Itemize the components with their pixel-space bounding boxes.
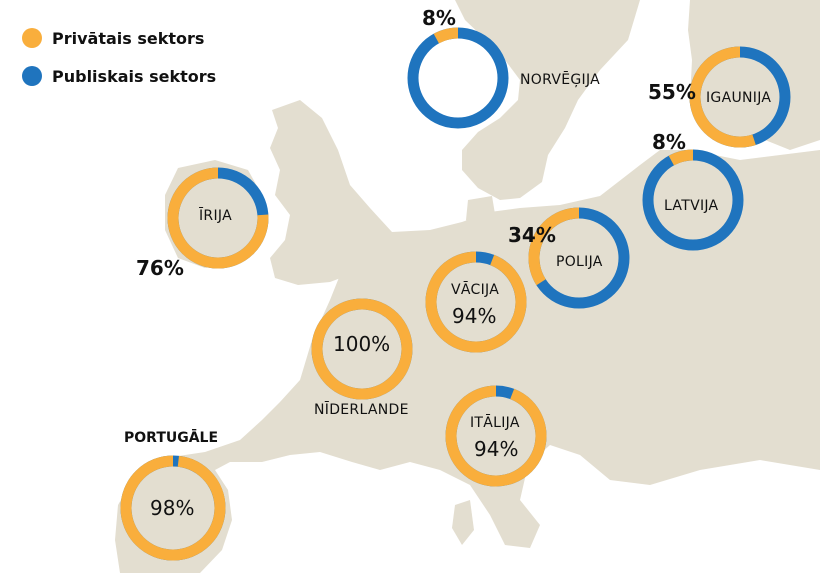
land-britain [270, 100, 392, 285]
latvija-label: LATVIJA [664, 198, 719, 214]
norvegija-private-arc [407, 27, 509, 129]
land-sardinia [452, 500, 474, 545]
vacija-label: VĀCIJA [451, 282, 500, 298]
portugale-label: PORTUGĀLE [124, 430, 219, 446]
niderlande-label: NĪDERLANDE [314, 402, 409, 418]
norvegija-label: NORVĒĢIJA [520, 72, 601, 88]
latvija-private-arc [642, 149, 744, 251]
donut-charts [120, 27, 791, 561]
legend-swatch-private [22, 28, 42, 48]
land-denmark [466, 196, 496, 232]
land-shapes [115, 0, 820, 573]
igaunija-label: IGAUNIJA [706, 90, 772, 106]
igaunija-private-arc [689, 46, 791, 148]
legend-label-public: Publiskais sektors [52, 66, 217, 86]
legend-item-private: Privātais sektors [22, 28, 204, 48]
vacija-percent: 94% [452, 304, 497, 328]
niderlande-private-arc [311, 298, 413, 400]
italija-label: ITĀLIJA [470, 415, 520, 431]
italija-percent: 94% [474, 437, 519, 461]
portugale-percent: 98% [150, 496, 195, 520]
norvegija-percent: 8% [422, 6, 456, 30]
vacija-private-arc [425, 251, 527, 353]
legend-swatch-public [22, 66, 42, 86]
irija-private-arc [167, 167, 269, 269]
norvegija-public-arc [407, 27, 509, 129]
polija-label: POLIJA [556, 254, 603, 270]
land-mainland [115, 150, 820, 573]
land-scandinavia [455, 0, 640, 200]
legend-label-private: Privātais sektors [52, 28, 205, 48]
niderlande-percent: 100% [333, 332, 391, 356]
polija-private-arc [528, 207, 630, 309]
portugale-private-arc [120, 455, 226, 561]
igaunija-percent: 55% [648, 80, 696, 104]
polija-percent: 34% [508, 223, 556, 247]
legend-item-public: Publiskais sektors [22, 66, 216, 86]
irija-percent: 76% [136, 256, 184, 280]
italija-private-arc [445, 385, 547, 487]
latvija-percent: 8% [652, 130, 686, 154]
irija-label: ĪRIJA [199, 208, 232, 224]
